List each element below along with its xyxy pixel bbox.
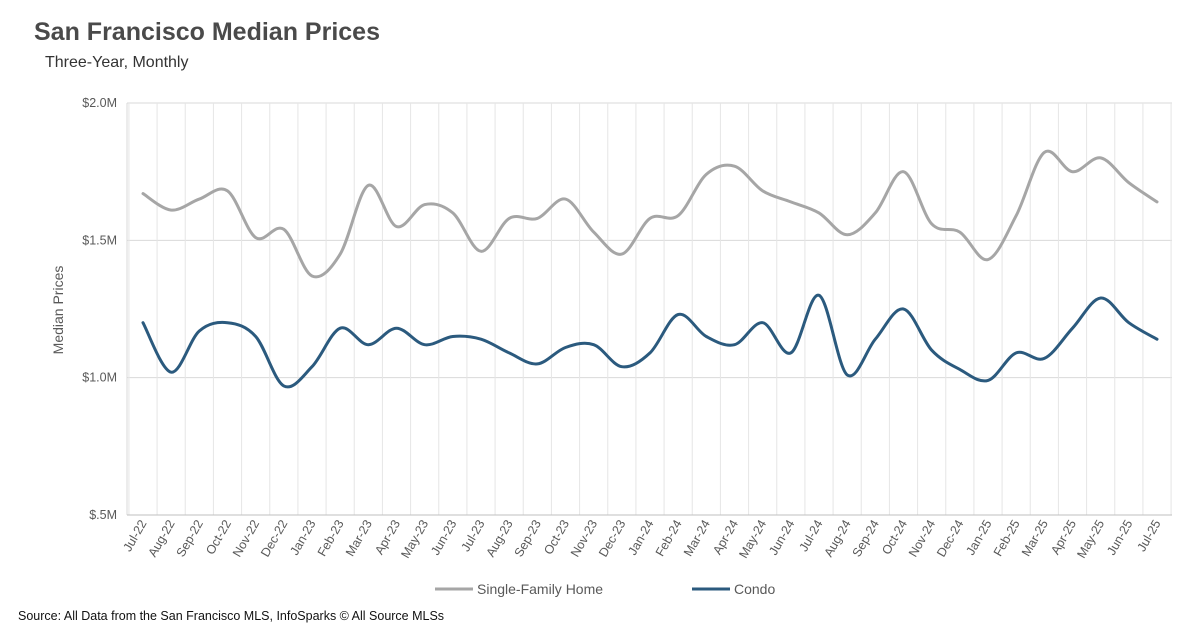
x-tick-label: Dec-22 (258, 517, 290, 559)
y-tick-label: $1.0M (82, 371, 117, 385)
x-tick-label: Oct-22 (203, 517, 234, 557)
x-tick-label: May-25 (1074, 517, 1107, 560)
x-tick-label: Jul-23 (458, 517, 487, 554)
legend-label: Single-Family Home (477, 581, 603, 597)
x-tick-label: Apr-25 (1048, 517, 1079, 557)
x-tick-label: Jun-24 (766, 517, 797, 557)
x-tick-label: Jul-25 (1134, 517, 1163, 554)
y-tick-labels: $2.0M $1.5M $1.0M $.5M (82, 96, 117, 522)
axes (126, 103, 1172, 516)
y-tick-label: $.5M (89, 508, 117, 522)
y-axis-label: Median Prices (50, 266, 66, 355)
x-tick-label: May-23 (398, 517, 431, 560)
x-tick-label: Feb-25 (991, 517, 1023, 558)
x-tick-label: Sep-23 (512, 517, 544, 559)
x-tick-labels: Jul-22Aug-22Sep-22Oct-22Nov-22Dec-22Jan-… (120, 517, 1163, 560)
x-tick-label: May-24 (736, 517, 769, 560)
source-note: Source: All Data from the San Francisco … (18, 609, 445, 623)
chart-title: San Francisco Median Prices (34, 18, 380, 46)
legend-label: Condo (734, 581, 775, 597)
line-chart: $2.0M $1.5M $1.0M $.5M Jul-22Aug-22Sep-22Oc… (50, 96, 1172, 597)
series-line-single-family-home (141, 149, 1159, 279)
chart-subtitle: Three-Year, Monthly (45, 54, 189, 71)
y-tick-label: $2.0M (82, 96, 117, 110)
x-tick-label: Mar-24 (681, 517, 713, 558)
x-tick-label: Sep-24 (850, 517, 882, 559)
x-tick-label: Dec-23 (596, 517, 628, 559)
series-lines (141, 149, 1159, 389)
x-tick-label: Feb-23 (315, 517, 347, 558)
x-tick-label: Apr-23 (372, 517, 403, 557)
x-tick-label: Feb-24 (653, 517, 685, 558)
x-tick-label: Oct-23 (541, 517, 572, 557)
grid-lines (127, 102, 1172, 516)
x-tick-label: Jul-24 (796, 517, 825, 554)
y-tick-label: $1.5M (82, 233, 117, 247)
x-tick-label: Mar-25 (1019, 517, 1051, 558)
x-tick-label: Apr-24 (710, 517, 741, 557)
x-tick-label: Dec-24 (934, 517, 966, 559)
series-line-condo (141, 293, 1159, 389)
x-tick-label: Mar-23 (343, 517, 375, 558)
x-tick-label: Sep-22 (174, 517, 206, 559)
x-tick-label: Jul-22 (120, 517, 149, 554)
x-tick-label: Jun-25 (1104, 517, 1135, 557)
x-tick-label: Oct-24 (879, 517, 910, 557)
x-tick-label: Jun-23 (428, 517, 459, 557)
legend: Single-Family Home Condo (435, 581, 775, 597)
